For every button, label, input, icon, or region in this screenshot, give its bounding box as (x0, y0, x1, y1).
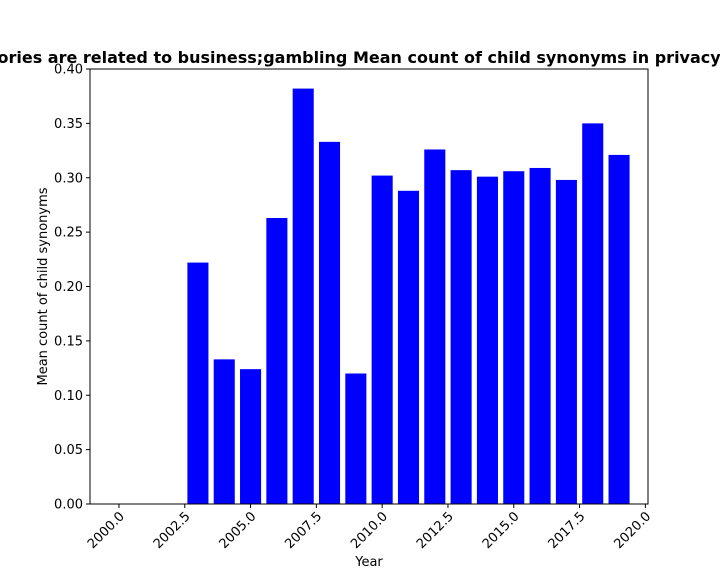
x-tick-label: 2020.0 (611, 509, 654, 552)
bar-2010 (371, 175, 393, 504)
bar-2019 (608, 154, 630, 504)
chart-title: Categories are related to business;gambl… (0, 48, 720, 67)
bar-2006 (266, 217, 288, 505)
x-axis: 2000.0 2002.5 2005.0 2007.5 2010.0 2012.5 2015… (85, 504, 654, 552)
x-tick-label: 2012.5 (414, 509, 457, 552)
y-tick-label: 0.00 (54, 498, 83, 513)
bar-2018 (582, 123, 604, 504)
x-tick-label: 2000.0 (85, 509, 128, 552)
bar-2013 (450, 170, 472, 504)
y-tick-label: 0.15 (54, 334, 83, 349)
bar-2012 (424, 149, 446, 505)
y-tick-label: 0.35 (54, 117, 83, 132)
x-axis-label: Year (354, 555, 383, 570)
x-tick-label: 2002.5 (151, 509, 194, 552)
bar-2016 (529, 167, 551, 504)
bar-2008 (318, 141, 341, 505)
x-tick-label: 2017.5 (546, 509, 589, 552)
y-tick-label: 0.20 (54, 280, 83, 295)
y-tick-label: 0.05 (54, 443, 83, 458)
bar-2003 (187, 262, 209, 504)
y-tick-label: 0.30 (54, 171, 83, 186)
y-tick-label: 0.10 (54, 389, 83, 404)
bar-2007 (292, 88, 314, 504)
bar-2009 (345, 373, 367, 504)
bar-2004 (213, 359, 235, 504)
x-tick-label: 2005.0 (217, 509, 260, 552)
bar-2015 (503, 171, 525, 505)
y-tick-label: 0.40 (54, 63, 83, 78)
bar-2014 (476, 176, 498, 504)
x-tick-label: 2010.0 (348, 509, 391, 552)
x-tick-label: 2015.0 (480, 509, 523, 552)
y-axis-label: Mean count of child synonyms (36, 187, 51, 385)
y-tick-label: 0.25 (54, 226, 83, 241)
x-tick-label: 2007.5 (282, 509, 325, 552)
bar-2011 (397, 190, 420, 505)
bar-2017 (555, 179, 577, 504)
bar-2005 (240, 369, 262, 504)
bars-layer (187, 88, 630, 505)
y-axis: 0.00 0.05 0.10 0.15 0.20 0.25 0.30 0.35 0.40 (54, 63, 90, 513)
